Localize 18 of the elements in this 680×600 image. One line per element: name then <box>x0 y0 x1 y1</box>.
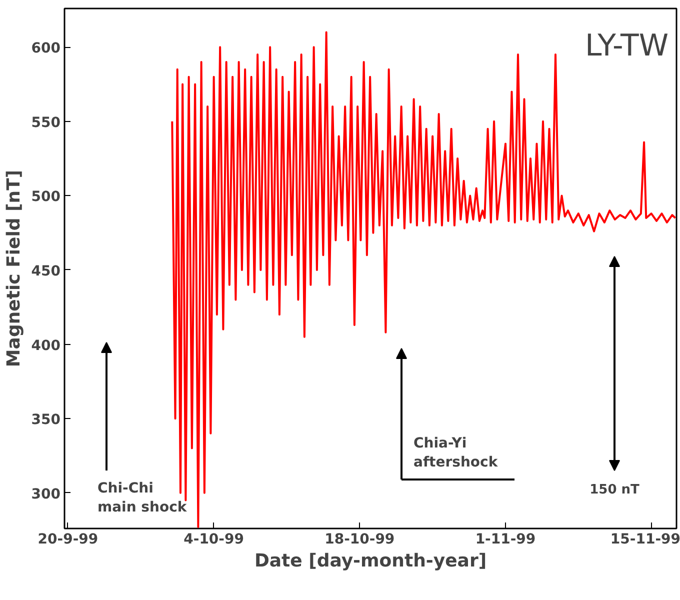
y-tick-label: 450 <box>31 263 61 280</box>
x-tick-label: 4-10-99 <box>184 532 244 548</box>
x-tick-label: 18-10-99 <box>324 532 395 548</box>
annotation: 150 nT <box>590 482 640 498</box>
y-tick-label: 300 <box>31 486 61 502</box>
y-tick-label: 500 <box>31 189 61 206</box>
x-tick-label: 1-11-99 <box>475 532 536 548</box>
x-tick-label: 20-9-99 <box>38 532 98 548</box>
y-tick-label: 600 <box>31 40 61 57</box>
annotation: Chi-Chi main shock <box>98 480 188 516</box>
annotation: LY-TW <box>584 28 669 64</box>
y-tick-label: 550 <box>31 114 61 131</box>
y-tick-label: 350 <box>31 412 61 428</box>
y-axis-title: Magnetic Field [nT] <box>3 170 24 368</box>
x-axis-title: Date [day-month-year] <box>254 550 487 572</box>
y-tick-label: 400 <box>31 338 61 354</box>
annotation: Chia-Yi aftershock <box>414 435 498 470</box>
x-tick-label: 15-11-99 <box>610 532 680 548</box>
